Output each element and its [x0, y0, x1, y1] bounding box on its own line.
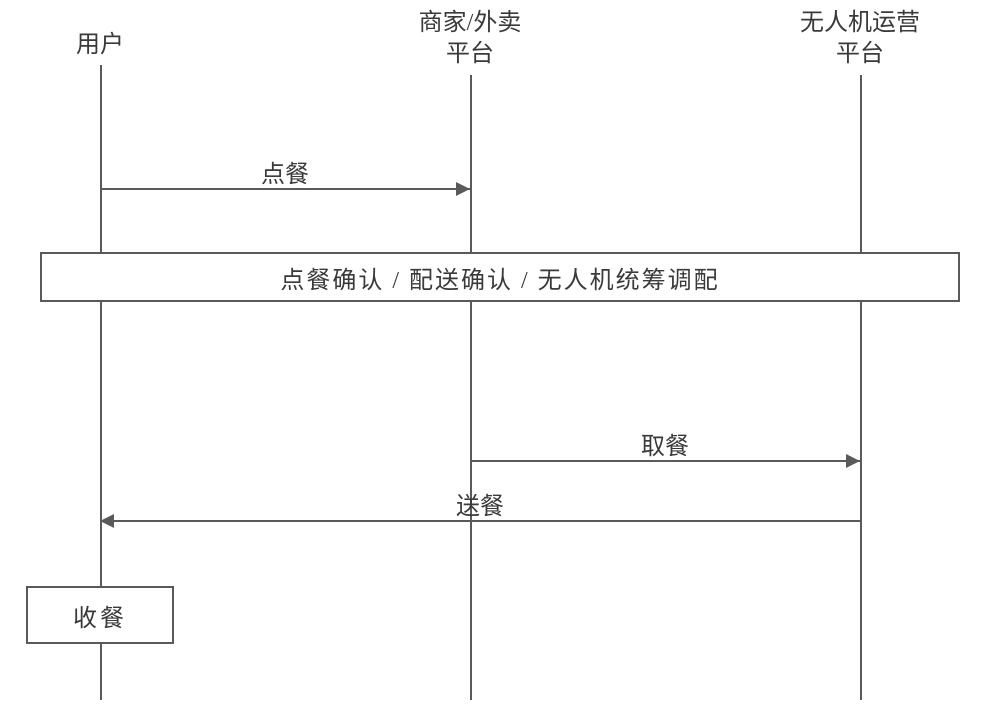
lifeline-drone — [860, 75, 862, 700]
message-label-order: 点餐 — [100, 154, 470, 189]
combined-fragment-label: 点餐确认 / 配送确认 / 无人机统筹调配 — [280, 260, 719, 295]
actor-label-user: 用户 — [0, 30, 200, 61]
sequence-diagram: 用户 商家/外卖 平台 无人机运营 平台点餐取餐送餐 点餐确认 / 配送确认 / 无人… — [0, 0, 1000, 714]
message-label-deliver: 送餐 — [100, 486, 860, 521]
message-label-pickup: 取餐 — [470, 426, 860, 461]
lifeline-merchant — [470, 75, 472, 700]
execution-box-receive: 收餐 — [26, 586, 174, 644]
actor-label-drone: 无人机运营 平台 — [760, 8, 960, 70]
execution-box-label: 收餐 — [73, 598, 127, 633]
combined-fragment: 点餐确认 / 配送确认 / 无人机统筹调配 — [40, 252, 960, 302]
actor-label-merchant: 商家/外卖 平台 — [370, 8, 570, 70]
